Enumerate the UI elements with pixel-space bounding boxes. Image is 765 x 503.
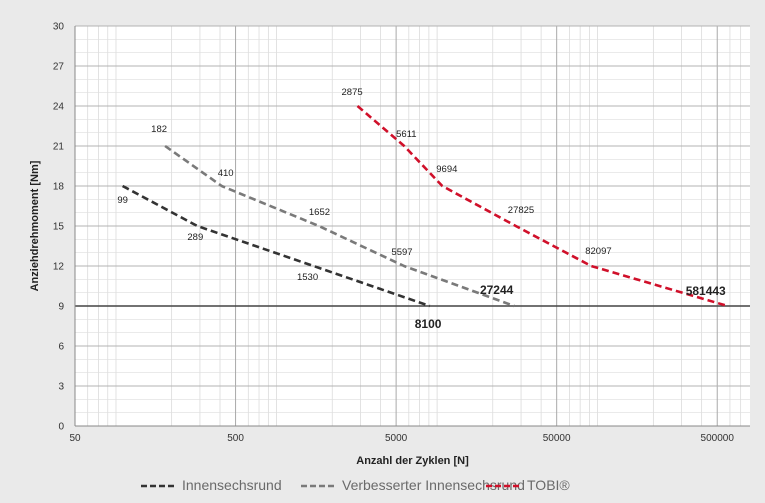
series-line-1 xyxy=(164,144,515,308)
point-label: 27244 xyxy=(480,283,514,297)
point-label: 1652 xyxy=(309,207,330,218)
x-tick-label: 50 xyxy=(69,433,81,444)
legend-label: Innensechsrund xyxy=(182,477,282,493)
point-label: 82097 xyxy=(585,246,611,257)
point-label: 2875 xyxy=(342,87,363,98)
legend-label: TOBI® xyxy=(527,477,570,493)
legend: Innensechsrund Verbesserter Innensechsrun… xyxy=(141,477,570,493)
x-axis-title: Anzahl der Zyklen [N] xyxy=(356,455,469,467)
point-labels: 99 289 1530 8100 182 410 1652 5597 27244 2875 5611… xyxy=(117,87,726,331)
y-tick-label: 6 xyxy=(58,342,64,353)
series-line-0 xyxy=(121,184,431,308)
y-tick-label: 3 xyxy=(58,382,64,393)
y-tick-label: 18 xyxy=(53,182,65,193)
y-tick-label: 0 xyxy=(58,422,64,433)
point-label: 581443 xyxy=(686,284,726,298)
x-tick-label: 50000 xyxy=(543,433,571,444)
point-label: 289 xyxy=(187,232,203,243)
point-label: 182 xyxy=(151,124,167,135)
y-tick-label: 30 xyxy=(53,22,65,33)
y-axis-title: Anziehdrehmoment [Nm] xyxy=(29,160,41,291)
legend-label: Verbesserter Innensechsrund xyxy=(342,477,525,493)
point-label: 1530 xyxy=(297,272,318,283)
point-label: 27825 xyxy=(508,205,534,216)
x-tick-label: 500000 xyxy=(701,433,735,444)
y-tick-label: 12 xyxy=(53,262,65,273)
point-label: 5611 xyxy=(396,129,416,140)
point-label: 5597 xyxy=(391,247,412,258)
y-tick-label: 15 xyxy=(53,222,65,233)
point-label: 8100 xyxy=(415,317,442,331)
axes: 0 3 6 9 12 15 18 21 24 27 30 50 500 5000 50000 500000 xyxy=(53,22,750,444)
y-tick-label: 9 xyxy=(58,302,64,313)
series-layer xyxy=(121,105,729,308)
series-line-2 xyxy=(356,105,729,308)
point-label: 99 xyxy=(117,195,128,206)
x-tick-label: 500 xyxy=(227,433,244,444)
point-label: 410 xyxy=(218,168,234,179)
point-label: 9694 xyxy=(436,164,457,175)
y-tick-label: 27 xyxy=(53,62,65,73)
x-tick-label: 5000 xyxy=(385,433,408,444)
y-tick-label: 21 xyxy=(53,142,65,153)
y-tick-label: 24 xyxy=(53,102,65,113)
